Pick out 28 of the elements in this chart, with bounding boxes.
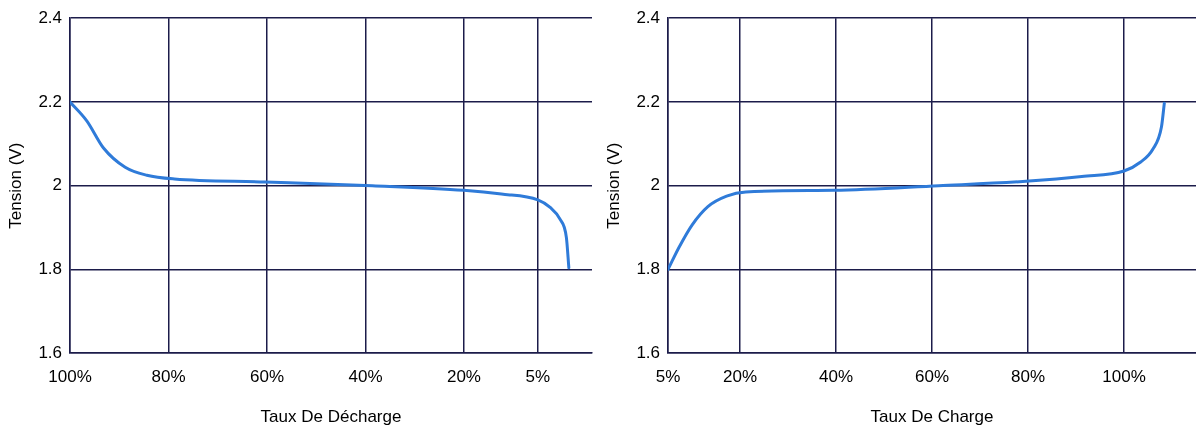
x-tick-label: 20% [446,367,481,387]
line-series [668,101,1166,271]
x-tick-label: 5% [655,367,681,387]
x-axis-title: Taux De Décharge [260,407,402,427]
x-tick-label: 60% [915,367,950,387]
line-series [70,100,571,270]
x-axis-title: Taux De Charge [870,407,994,427]
y-tick-label: 2.4 [636,7,661,27]
x-tick-label: 80% [1010,367,1046,387]
x-tick-label: 60% [249,367,285,387]
x-tick-label: 100% [48,367,92,387]
x-tick-label: 5% [525,367,551,387]
y-axis-title: Tension (V) [5,142,25,229]
y-tick-label: 2 [650,175,661,195]
y-tick-label: 2.4 [38,7,63,27]
x-tick-label: 20% [723,367,758,387]
y-tick-label: 1.6 [636,342,661,362]
x-tick-label: 80% [151,367,186,387]
x-tick-label: 100% [1102,367,1146,387]
y-tick-label: 1.6 [38,342,63,362]
y-tick-label: 2.2 [38,91,63,111]
y-tick-label: 1.8 [38,259,63,279]
y-axis-title: Tension (V) [603,142,623,229]
y-tick-label: 2 [52,175,63,195]
y-tick-label: 1.8 [636,259,661,279]
y-tick-label: 2.2 [636,91,661,111]
x-tick-label: 40% [819,367,854,387]
x-tick-label: 40% [348,367,383,387]
